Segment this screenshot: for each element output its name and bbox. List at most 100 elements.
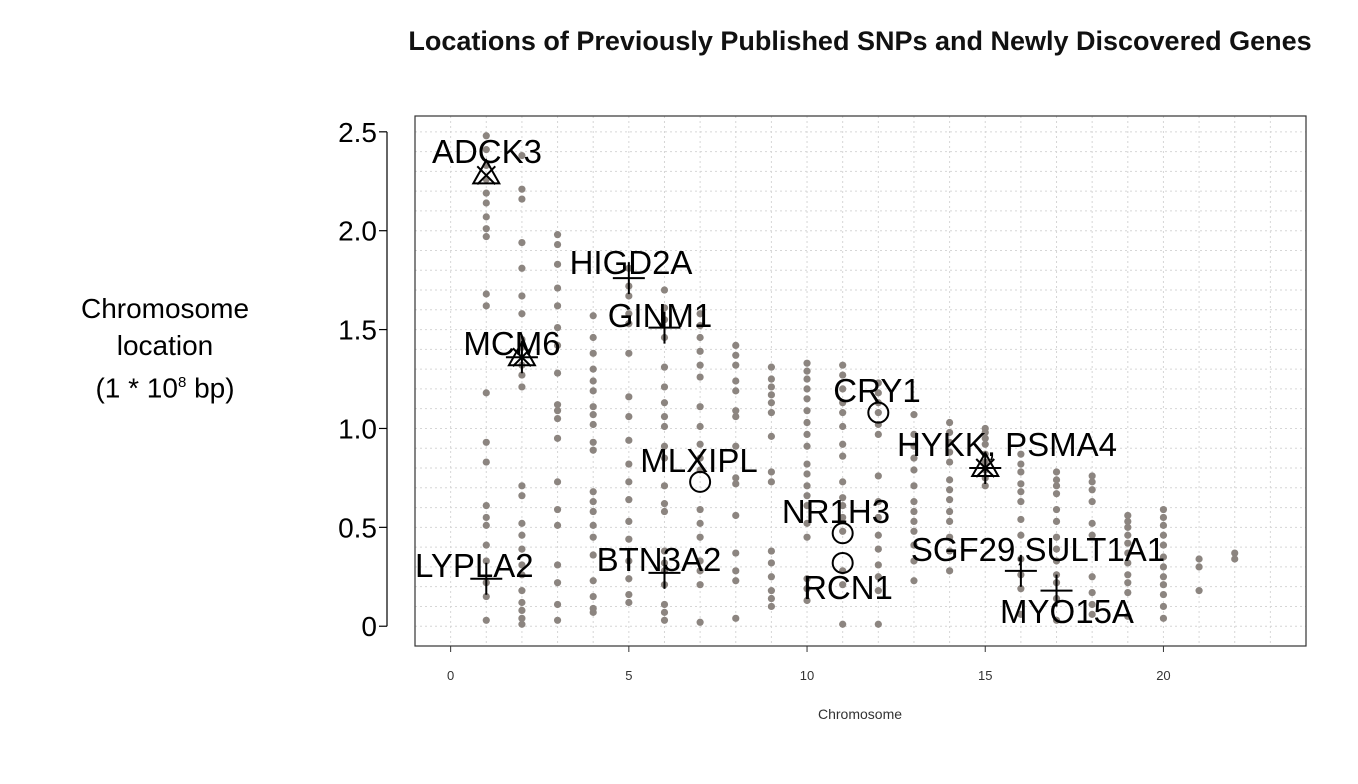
snp-point xyxy=(874,498,882,506)
snp-point xyxy=(910,430,918,438)
snp-point xyxy=(910,442,918,450)
snp-point xyxy=(589,420,597,429)
snp-point xyxy=(946,517,954,526)
snp-point xyxy=(803,492,811,500)
snp-point xyxy=(1017,468,1025,476)
snp-point xyxy=(874,620,882,628)
snp-point xyxy=(874,379,882,387)
snp-point xyxy=(660,616,669,624)
snp-point xyxy=(518,195,526,203)
snp-point xyxy=(696,618,704,626)
snp-point xyxy=(625,496,633,504)
snp-point xyxy=(839,385,847,393)
snp-point xyxy=(1159,521,1168,529)
y-tick-label: 0 xyxy=(361,611,377,642)
snp-point xyxy=(1159,590,1168,599)
snp-point xyxy=(874,389,882,397)
snp-point xyxy=(696,403,704,411)
y-tick-label: 2.0 xyxy=(338,216,377,247)
snp-point xyxy=(839,422,847,431)
snp-point xyxy=(803,585,811,593)
snp-point xyxy=(767,573,776,581)
snp-point xyxy=(1124,571,1132,579)
gene-label: SGF29,SULT1A1 xyxy=(911,531,1165,568)
snp-point xyxy=(482,458,490,466)
gene-marker-plus xyxy=(648,556,681,589)
snp-point xyxy=(553,240,562,249)
snp-point xyxy=(1159,541,1168,549)
snp-point xyxy=(696,533,704,541)
snp-point xyxy=(518,310,526,318)
y-axis-label-suffix: bp) xyxy=(186,372,235,404)
snp-point xyxy=(946,486,954,494)
snp-point xyxy=(589,365,597,373)
snp-point xyxy=(589,387,597,395)
snp-point xyxy=(518,238,526,247)
snp-point xyxy=(946,547,954,555)
snp-point xyxy=(732,567,740,575)
snp-point xyxy=(767,594,776,603)
snp-point xyxy=(518,185,526,193)
snp-point xyxy=(625,349,633,357)
snp-point xyxy=(803,596,811,605)
snp-point xyxy=(482,146,490,154)
snp-point xyxy=(696,373,704,381)
snp-point xyxy=(660,399,669,407)
snp-point xyxy=(1017,610,1025,618)
snp-point xyxy=(553,260,562,268)
snp-point xyxy=(660,383,669,391)
snp-point xyxy=(553,401,562,409)
snp-point xyxy=(482,132,490,140)
snp-point xyxy=(803,533,811,541)
snp-point xyxy=(910,454,918,462)
snp-point xyxy=(625,320,633,328)
snp-point xyxy=(625,575,633,583)
snp-point xyxy=(839,409,847,417)
snp-point xyxy=(1017,585,1025,593)
snp-point xyxy=(874,513,882,522)
gene-marker-plus xyxy=(969,452,1002,485)
gene-label: MCM6 xyxy=(463,325,560,362)
snp-point xyxy=(1017,531,1025,539)
snp-point xyxy=(732,407,740,415)
snp-point xyxy=(767,559,776,567)
snp-point xyxy=(696,519,704,527)
snp-point xyxy=(767,409,776,417)
snp-point xyxy=(518,492,526,500)
snp-point xyxy=(625,310,633,318)
snp-point xyxy=(732,480,740,488)
snp-point xyxy=(625,590,633,599)
gene-marker-plus xyxy=(505,341,538,374)
x-tick-label: 15 xyxy=(978,668,992,683)
snp-point xyxy=(482,225,490,233)
snp-point xyxy=(1124,523,1132,531)
gene-marker-circle xyxy=(831,522,854,545)
snp-point xyxy=(803,375,811,383)
snp-point xyxy=(696,361,704,369)
snp-point xyxy=(482,616,490,624)
snp-point xyxy=(803,470,811,478)
snp-point xyxy=(553,302,562,310)
snp-point xyxy=(732,549,740,557)
snp-point xyxy=(946,438,954,446)
snp-point xyxy=(589,411,597,419)
snp-point xyxy=(1124,511,1132,520)
snp-point xyxy=(803,482,811,490)
snp-point xyxy=(660,422,669,431)
gene-label: MLXIPL xyxy=(640,442,757,479)
snp-point xyxy=(625,557,633,565)
snp-point xyxy=(732,377,740,385)
snp-point xyxy=(1195,587,1203,595)
snp-point xyxy=(660,442,669,450)
snp-point xyxy=(696,322,704,330)
snp-point xyxy=(625,535,633,543)
snp-point xyxy=(767,363,776,371)
snp-point xyxy=(1052,557,1061,565)
gene-marker-plus xyxy=(648,311,681,344)
snp-point xyxy=(732,361,740,369)
x-axis-label: Chromosome xyxy=(817,706,903,722)
snp-point xyxy=(874,573,882,581)
snp-point xyxy=(839,581,847,589)
gene-label: GINM1 xyxy=(608,297,713,334)
snp-point xyxy=(839,527,847,535)
